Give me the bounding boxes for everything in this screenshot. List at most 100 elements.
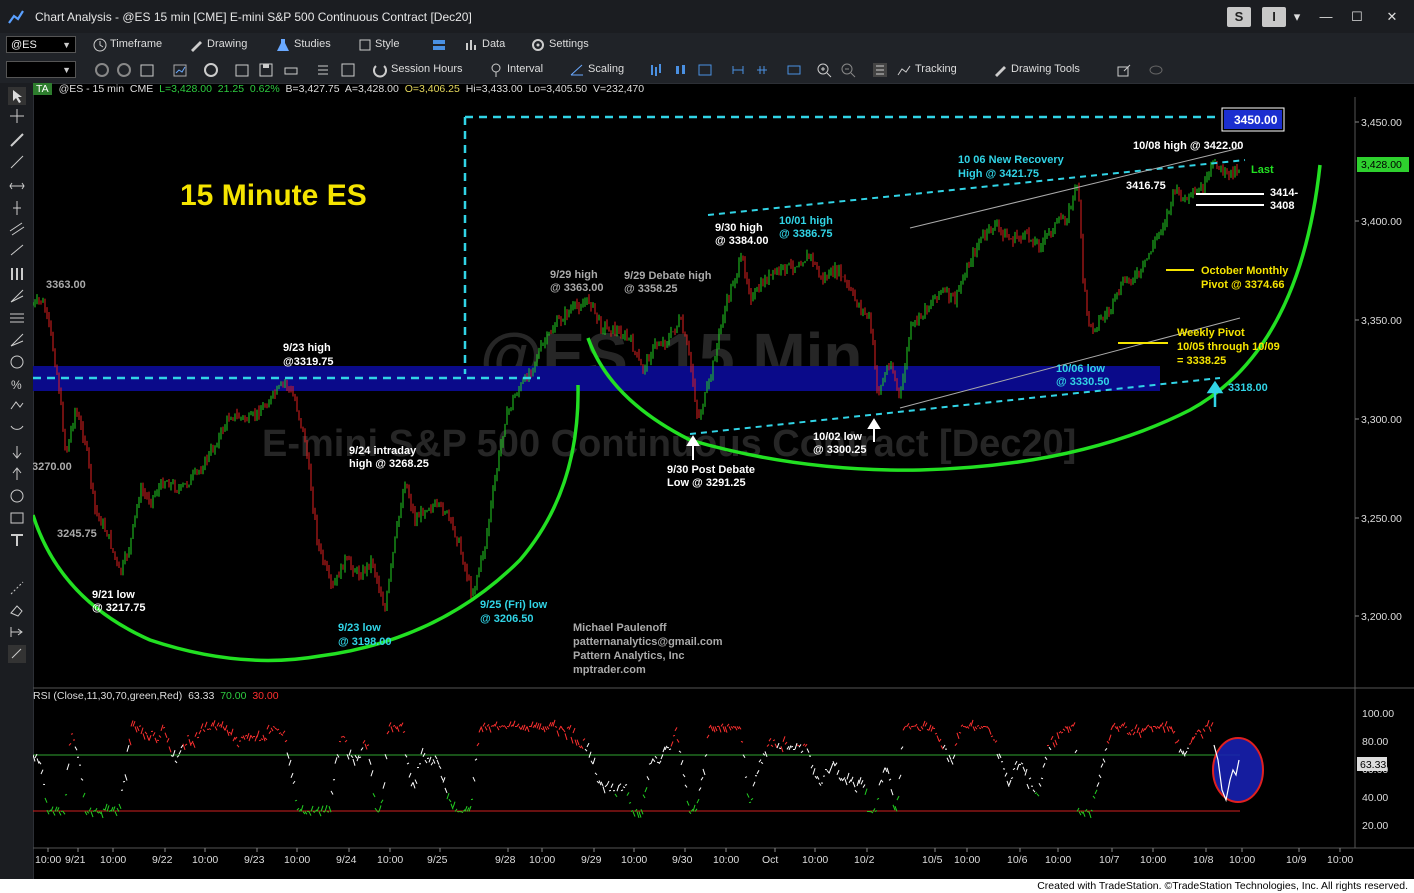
symbol-link-i-button[interactable]: I	[1262, 7, 1286, 27]
arc-icon[interactable]	[8, 421, 26, 439]
layout-icon[interactable]	[431, 37, 447, 53]
time-tick-label: 10/6	[1007, 854, 1028, 866]
rsi-label: RSI (Close,11,30,70,green,Red)	[33, 690, 183, 702]
zoom-out-icon[interactable]	[840, 62, 856, 78]
rsi-segment	[642, 794, 646, 799]
refresh-icon[interactable]	[94, 62, 110, 78]
text-icon[interactable]	[8, 531, 26, 549]
ellipse-icon[interactable]	[8, 487, 26, 505]
rsi-segment	[794, 743, 798, 750]
studies-menu[interactable]: Studies	[294, 38, 331, 50]
horizontal-line-icon[interactable]	[8, 177, 26, 195]
percent-icon[interactable]: %	[8, 375, 26, 393]
rsi-segment	[404, 754, 408, 758]
rsi-segment	[1006, 780, 1010, 787]
maximize-icon[interactable]: ☐	[1351, 9, 1363, 24]
rsi-segment	[378, 805, 382, 812]
interval-combo[interactable]: ▼	[6, 61, 76, 78]
drawing-tools-menu[interactable]: Drawing Tools	[1011, 63, 1080, 75]
ruler-icon[interactable]	[8, 579, 26, 597]
symbol-input[interactable]: @ES ▼	[6, 36, 76, 53]
rsi-segment	[744, 776, 748, 779]
image-icon[interactable]	[234, 62, 250, 78]
channel-icon[interactable]	[8, 219, 26, 237]
bar-chart-icon[interactable]	[648, 62, 664, 78]
close-icon[interactable]: ✕	[1386, 9, 1398, 24]
rsi-segment	[412, 782, 416, 789]
eraser-icon[interactable]	[8, 601, 26, 619]
note-3416: 3416.75	[1126, 180, 1166, 192]
note-921-low-1: 9/21 low	[92, 589, 135, 601]
data-menu[interactable]: Data	[482, 38, 506, 50]
rectangle-icon[interactable]	[8, 509, 26, 527]
rsi-segment	[918, 729, 922, 732]
gann-icon[interactable]	[8, 287, 26, 305]
trendline-icon[interactable]	[8, 131, 26, 149]
period-icon[interactable]	[8, 397, 26, 415]
tracking-menu[interactable]: Tracking	[915, 63, 957, 75]
settings-menu[interactable]: Settings	[549, 38, 589, 50]
chat-icon[interactable]	[1148, 62, 1164, 78]
snap-icon[interactable]	[8, 623, 26, 641]
rsi-segment	[536, 723, 540, 729]
rsi-segment	[544, 726, 548, 731]
rsi-segment	[1170, 726, 1174, 733]
range-icon[interactable]	[697, 62, 713, 78]
bars-icon[interactable]	[8, 265, 26, 283]
ray-icon[interactable]	[8, 153, 26, 171]
object-tree-icon[interactable]	[8, 645, 26, 663]
style-menu[interactable]: Style	[375, 38, 400, 50]
print-icon[interactable]	[283, 62, 299, 78]
arrow-up-icon[interactable]	[8, 465, 26, 483]
timeframe-menu[interactable]: Timeframe	[110, 38, 163, 50]
rsi-segment	[766, 744, 770, 747]
rsi-segment	[260, 738, 264, 741]
lower-channel-line	[689, 377, 1221, 435]
symbol-link-s-button[interactable]: S	[1227, 7, 1251, 27]
arrow-1002-low-head	[867, 418, 881, 429]
vertical-line-icon[interactable]	[8, 199, 26, 217]
info-low: Lo=3,405.50	[528, 83, 588, 95]
calendar-icon[interactable]	[139, 62, 155, 78]
timeframe-icon	[93, 38, 107, 52]
link-dropdown-icon[interactable]: ▾	[1293, 9, 1301, 24]
rsi-segment	[502, 725, 506, 727]
symbol-list-icon[interactable]	[315, 62, 331, 78]
scroll-icon[interactable]	[786, 62, 802, 78]
zoom-bars-icon[interactable]	[730, 62, 746, 78]
fib-icon[interactable]	[8, 241, 26, 259]
zoom-in-icon[interactable]	[816, 62, 832, 78]
rsi-segment	[460, 811, 464, 814]
rsi-segment	[234, 736, 238, 740]
pointer-icon[interactable]	[8, 87, 26, 105]
grid-icon[interactable]	[340, 62, 356, 78]
rsi-segment	[1108, 734, 1112, 741]
rsi-segment	[394, 726, 398, 730]
rsi-segment	[452, 801, 456, 808]
circle-tool-icon[interactable]	[8, 353, 26, 371]
stop-icon[interactable]	[116, 62, 132, 78]
rsi-segment	[664, 745, 668, 751]
share-icon[interactable]	[1116, 62, 1132, 78]
interval-menu[interactable]: Interval	[507, 63, 544, 75]
rsi-segment	[1070, 724, 1074, 727]
cycle-icon[interactable]	[203, 62, 219, 78]
crosshair-icon[interactable]	[8, 107, 26, 125]
save-icon[interactable]	[258, 62, 274, 78]
session-hours-menu[interactable]: Session Hours	[391, 63, 463, 75]
scaling-menu[interactable]: Scaling	[588, 63, 625, 75]
price-chart[interactable]: @ES, 15 Min E-mini S&P 500 Continuous Co…	[33, 97, 1414, 879]
compress-bars-icon[interactable]	[754, 62, 770, 78]
rsi-segment	[356, 755, 360, 762]
lines-icon[interactable]	[8, 309, 26, 327]
rsi-segment	[344, 739, 348, 743]
matrix-icon[interactable]	[872, 62, 888, 78]
speed-icon[interactable]	[8, 331, 26, 349]
candle-icon[interactable]	[672, 62, 688, 78]
rsi-segment	[1102, 758, 1106, 763]
arrow-down-icon[interactable]	[8, 443, 26, 461]
rsi-segment	[558, 725, 562, 730]
chart-icon[interactable]	[172, 62, 188, 78]
minimize-icon[interactable]: —	[1319, 9, 1333, 24]
drawing-menu[interactable]: Drawing	[207, 38, 248, 50]
